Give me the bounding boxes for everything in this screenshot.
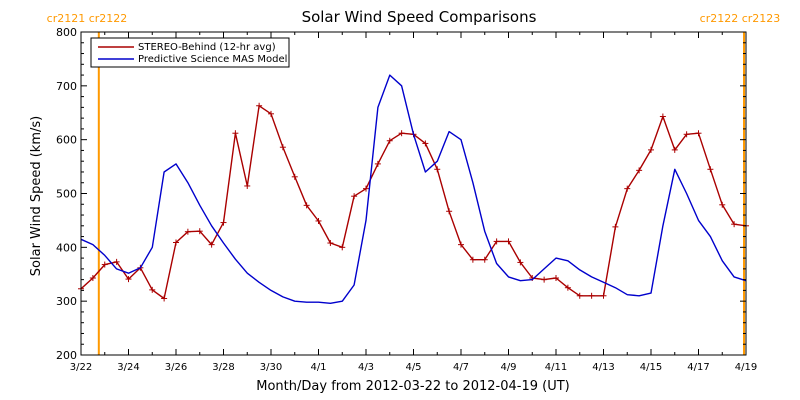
x-tick-label-8: 4/7 <box>453 362 469 373</box>
series-0-point-41 <box>564 284 571 291</box>
series-0-point-36 <box>505 238 512 245</box>
x-tick-label-12: 4/15 <box>640 362 662 373</box>
y-tick-label-6: 800 <box>56 26 77 39</box>
y-tick-label-3: 500 <box>56 188 77 201</box>
series-0-point-40 <box>553 275 559 282</box>
series-0-point-8 <box>173 239 179 246</box>
series-0-point-13 <box>232 130 239 137</box>
series-0-point-23 <box>351 193 358 200</box>
series-0-point-2 <box>101 261 108 268</box>
series-0-point-32 <box>458 241 464 248</box>
series-0-point-46 <box>624 185 631 192</box>
y-tick-label-4: 600 <box>56 134 77 147</box>
series-layer <box>78 74 749 304</box>
series-0-point-4 <box>125 276 132 283</box>
series-0-point-24 <box>363 185 369 192</box>
series-0-point-31 <box>446 208 453 215</box>
series-0-point-17 <box>279 144 286 151</box>
series-0-point-33 <box>469 256 476 263</box>
series-0-point-39 <box>541 276 548 283</box>
x-tick-label-3: 3/28 <box>212 362 234 373</box>
series-0-point-34 <box>481 256 488 263</box>
series-0-point-48 <box>648 146 654 153</box>
series-0-point-30 <box>434 166 441 173</box>
carrington-marker-lines <box>97 32 746 355</box>
x-tick-label-5: 4/1 <box>310 362 326 373</box>
y-tick-label-0: 200 <box>56 349 77 362</box>
x-tick-label-4: 3/30 <box>260 362 282 373</box>
chart-title: Solar Wind Speed Comparisons <box>302 8 537 26</box>
series-0-point-50 <box>671 146 678 153</box>
y-tick-label-5: 700 <box>56 80 77 93</box>
series-line-1 <box>80 74 747 304</box>
series-0-point-15 <box>256 102 263 109</box>
legend: STEREO-Behind (12-hr avg) Predictive Sci… <box>90 37 290 68</box>
series-0-point-49 <box>659 113 666 120</box>
series-0-point-14 <box>244 182 251 189</box>
x-axis-label: Month/Day from 2012-03-22 to 2012-04-19 … <box>256 379 569 394</box>
series-0-point-47 <box>636 167 643 174</box>
series-0-point-11 <box>208 241 215 248</box>
series-0-point-12 <box>220 219 227 226</box>
series-0-point-44 <box>600 292 607 299</box>
series-0-point-51 <box>683 131 690 138</box>
x-tick-label-7: 4/5 <box>405 362 421 373</box>
x-tick-label-13: 4/17 <box>687 362 709 373</box>
series-0-point-22 <box>339 244 346 251</box>
series-0-point-27 <box>398 130 405 137</box>
x-tick-label-1: 3/24 <box>117 362 139 373</box>
x-tick-label-6: 4/3 <box>358 362 374 373</box>
y-tick-label-2: 400 <box>56 241 77 254</box>
series-0-point-16 <box>268 110 274 117</box>
x-tick-label-2: 3/26 <box>165 362 187 373</box>
series-0-point-21 <box>327 240 334 247</box>
series-0-point-45 <box>612 223 619 230</box>
carrington-label-left: cr2121 cr2122 <box>47 12 128 25</box>
carrington-label-right: cr2122 cr2123 <box>700 12 781 25</box>
series-0-point-6 <box>149 286 156 293</box>
series-0-point-42 <box>576 292 583 299</box>
series-0-point-54 <box>719 201 726 208</box>
series-0-point-26 <box>386 137 393 144</box>
series-0-point-19 <box>303 202 310 209</box>
y-tick-label-1: 300 <box>56 295 77 308</box>
legend-box <box>90 37 290 68</box>
legend-label-stereo: STEREO-Behind (12-hr avg) <box>138 42 276 53</box>
series-0-point-18 <box>291 173 298 180</box>
series-0-point-43 <box>588 292 595 299</box>
series-0-point-35 <box>493 238 500 245</box>
series-0-point-29 <box>422 140 429 147</box>
series-0-point-20 <box>315 217 322 224</box>
series-0-point-9 <box>184 228 191 235</box>
series-0-point-52 <box>695 130 702 137</box>
series-0-point-7 <box>161 295 168 302</box>
plot-frame <box>80 31 747 356</box>
series-0-point-1 <box>89 275 96 282</box>
x-tick-label-14: 4/19 <box>735 362 757 373</box>
x-tick-label-11: 4/13 <box>592 362 614 373</box>
series-0-point-53 <box>707 166 714 173</box>
series-0-point-10 <box>196 228 203 235</box>
x-tick-label-10: 4/11 <box>545 362 567 373</box>
x-tick-label-0: 3/22 <box>70 362 92 373</box>
series-0-point-3 <box>113 258 120 265</box>
series-0-point-25 <box>374 160 381 167</box>
series-0-point-55 <box>731 221 738 228</box>
x-tick-label-9: 4/9 <box>500 362 516 373</box>
y-axis-label: Solar Wind Speed (km/s) <box>29 116 44 276</box>
legend-label-mas: Predictive Science MAS Model <box>138 54 287 65</box>
series-0-point-37 <box>517 259 524 266</box>
axes-layer: 200 300 400 500 600 700 800 3/22 3/24 3/26 3/28 3/3… <box>56 26 757 373</box>
